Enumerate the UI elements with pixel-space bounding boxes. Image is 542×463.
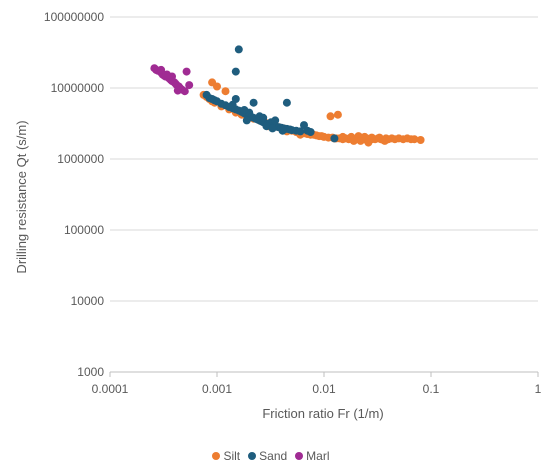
data-point-sand <box>228 100 237 109</box>
legend-marker <box>212 452 221 460</box>
data-point-sand <box>296 127 305 136</box>
data-point-sand <box>306 128 315 136</box>
y-axis-title: Drilling resistance Qt (s/m) <box>14 120 29 273</box>
legend-label: Silt <box>223 449 241 463</box>
data-point-silt <box>410 135 419 144</box>
legend-item-sand: Sand <box>248 449 287 463</box>
legend-label: Sand <box>259 449 288 463</box>
legend-marker <box>248 452 257 460</box>
data-point-marl <box>182 67 191 76</box>
data-point-silt <box>356 136 365 145</box>
data-point-sand <box>278 126 287 135</box>
data-point-sand <box>268 124 277 133</box>
y-tick-label: 10000 <box>71 294 105 308</box>
data-point-sand <box>231 67 240 76</box>
data-point-silt <box>416 136 425 144</box>
chart-legend: Silt Sand Marl <box>0 449 542 463</box>
data-point-sand <box>259 113 268 122</box>
x-axis-title: Friction ratio Fr (1/m) <box>262 406 383 421</box>
x-tick-label: 1 <box>535 382 542 396</box>
y-tick-label: 1000 <box>77 365 104 379</box>
data-point-sand <box>271 116 280 125</box>
x-tick-label: 0.01 <box>312 382 336 396</box>
data-point-silt <box>326 112 335 121</box>
y-tick-label: 100000000 <box>44 10 104 24</box>
data-point-marl <box>185 81 194 90</box>
data-points <box>150 45 425 147</box>
data-point-silt <box>213 82 221 91</box>
data-point-silt <box>221 87 230 96</box>
gridlines <box>110 16 538 373</box>
y-tick-label: 100000 <box>64 223 104 237</box>
y-axis-ticks: 1000 10000 100000 1000000 10000000 100000000 <box>44 10 104 379</box>
data-point-sand <box>242 116 251 125</box>
x-tick-label: 0.0001 <box>92 382 129 396</box>
series-sand <box>202 45 339 143</box>
data-point-sand <box>234 45 243 54</box>
data-point-sand <box>282 98 291 107</box>
legend-label: Marl <box>306 449 330 463</box>
data-point-marl <box>162 70 171 79</box>
data-point-silt <box>349 136 358 145</box>
legend-marker <box>295 452 304 460</box>
data-point-marl <box>157 65 166 74</box>
data-point-marl <box>180 87 189 96</box>
legend-item-marl: Marl <box>295 449 330 463</box>
x-axis-ticks: 0.0001 0.001 0.01 0.1 1 <box>92 372 542 396</box>
data-point-marl <box>173 86 182 95</box>
y-tick-label: 1000000 <box>57 152 104 166</box>
data-point-silt <box>364 138 373 147</box>
legend-item-silt: Silt <box>212 449 240 463</box>
x-tick-label: 0.1 <box>423 382 440 396</box>
data-point-sand <box>240 106 249 114</box>
data-point-sand <box>262 122 271 131</box>
x-tick-label: 0.001 <box>202 382 232 396</box>
data-point-sand <box>330 134 339 143</box>
series-marl <box>150 64 194 96</box>
data-point-silt <box>380 136 389 145</box>
data-point-silt <box>333 110 342 119</box>
data-point-silt <box>338 132 347 141</box>
y-tick-label: 10000000 <box>51 81 105 95</box>
data-point-sand <box>249 98 258 107</box>
